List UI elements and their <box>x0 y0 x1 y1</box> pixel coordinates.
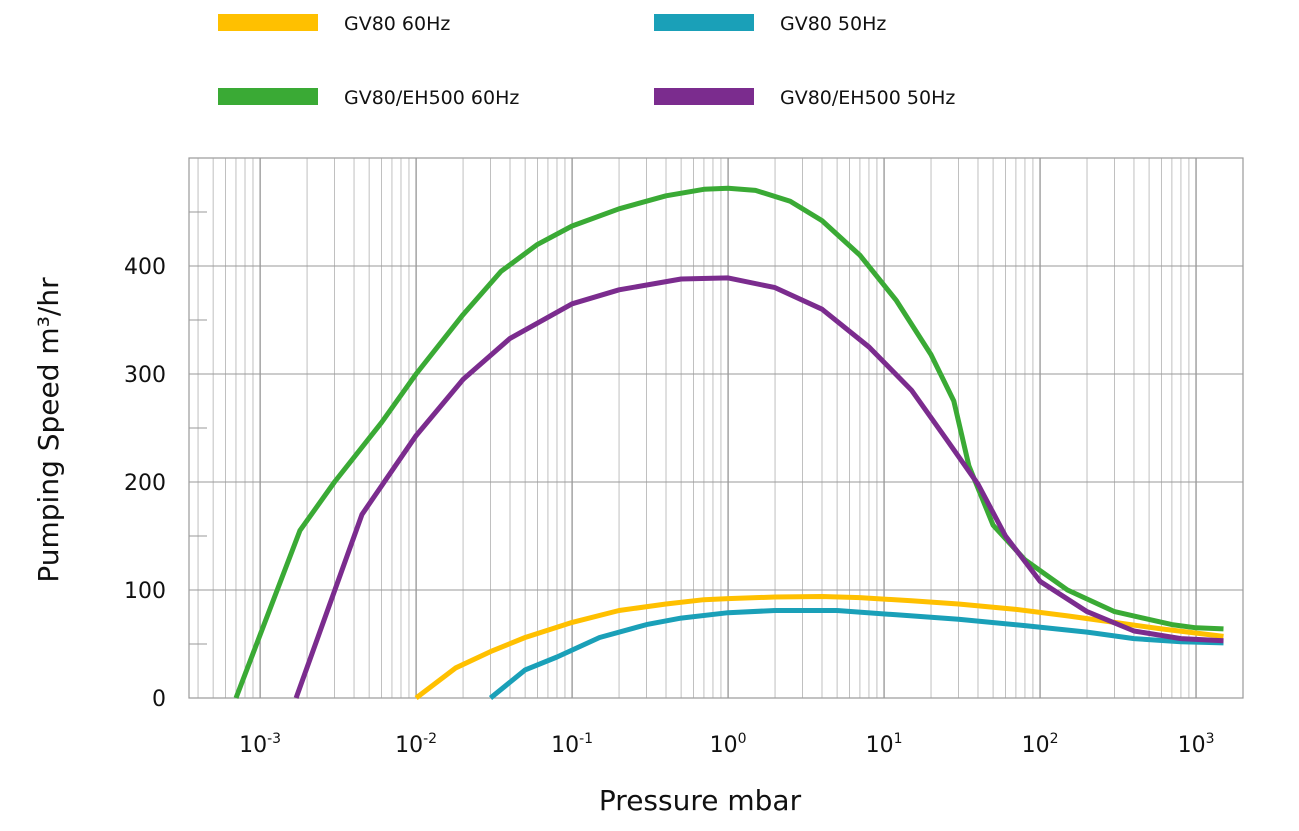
chart-legend: GV80 60Hz GV80 50Hz GV80/EH500 60Hz GV80/EH… <box>218 13 955 109</box>
x-axis-title: Pressure mbar <box>599 784 802 817</box>
legend-swatch-2 <box>654 14 754 31</box>
plot-area <box>188 157 1244 700</box>
x-tick-label: 10-2 <box>395 731 437 758</box>
x-tick-label: 102 <box>1022 731 1059 758</box>
y-tick-label: 400 <box>124 255 166 280</box>
y-tick-label: 0 <box>152 687 166 712</box>
series-lines <box>233 185 1224 700</box>
y-axis-title: Pumping Speed m³/hr <box>32 277 65 583</box>
legend-label-3: GV80/EH500 60Hz <box>344 87 519 109</box>
series-line-2 <box>488 608 1224 700</box>
x-tick-label: 10-3 <box>239 731 281 758</box>
y-tick-label: 300 <box>124 363 166 388</box>
x-tick-label: 10-1 <box>551 731 593 758</box>
legend-label-4: GV80/EH500 50Hz <box>780 87 955 109</box>
legend-label-1: GV80 60Hz <box>344 13 450 35</box>
series-line-3 <box>233 185 1224 699</box>
legend-swatch-3 <box>218 88 318 105</box>
x-tick-label: 101 <box>866 731 903 758</box>
series-line-4 <box>293 275 1224 699</box>
legend-swatch-4 <box>654 88 754 105</box>
x-axis-ticks: 10-3 10-2 10-1 100 101 102 103 <box>239 731 1214 758</box>
legend-swatch-1 <box>218 14 318 31</box>
x-tick-label: 100 <box>710 731 747 758</box>
series-line-1 <box>414 594 1224 700</box>
x-tick-label: 103 <box>1178 731 1215 758</box>
y-tick-label: 100 <box>124 579 166 604</box>
y-axis-ticks: 0 100 200 300 400 <box>124 255 166 712</box>
grid-lines <box>188 157 1244 699</box>
y-tick-label: 200 <box>124 471 166 496</box>
legend-label-2: GV80 50Hz <box>780 13 886 35</box>
